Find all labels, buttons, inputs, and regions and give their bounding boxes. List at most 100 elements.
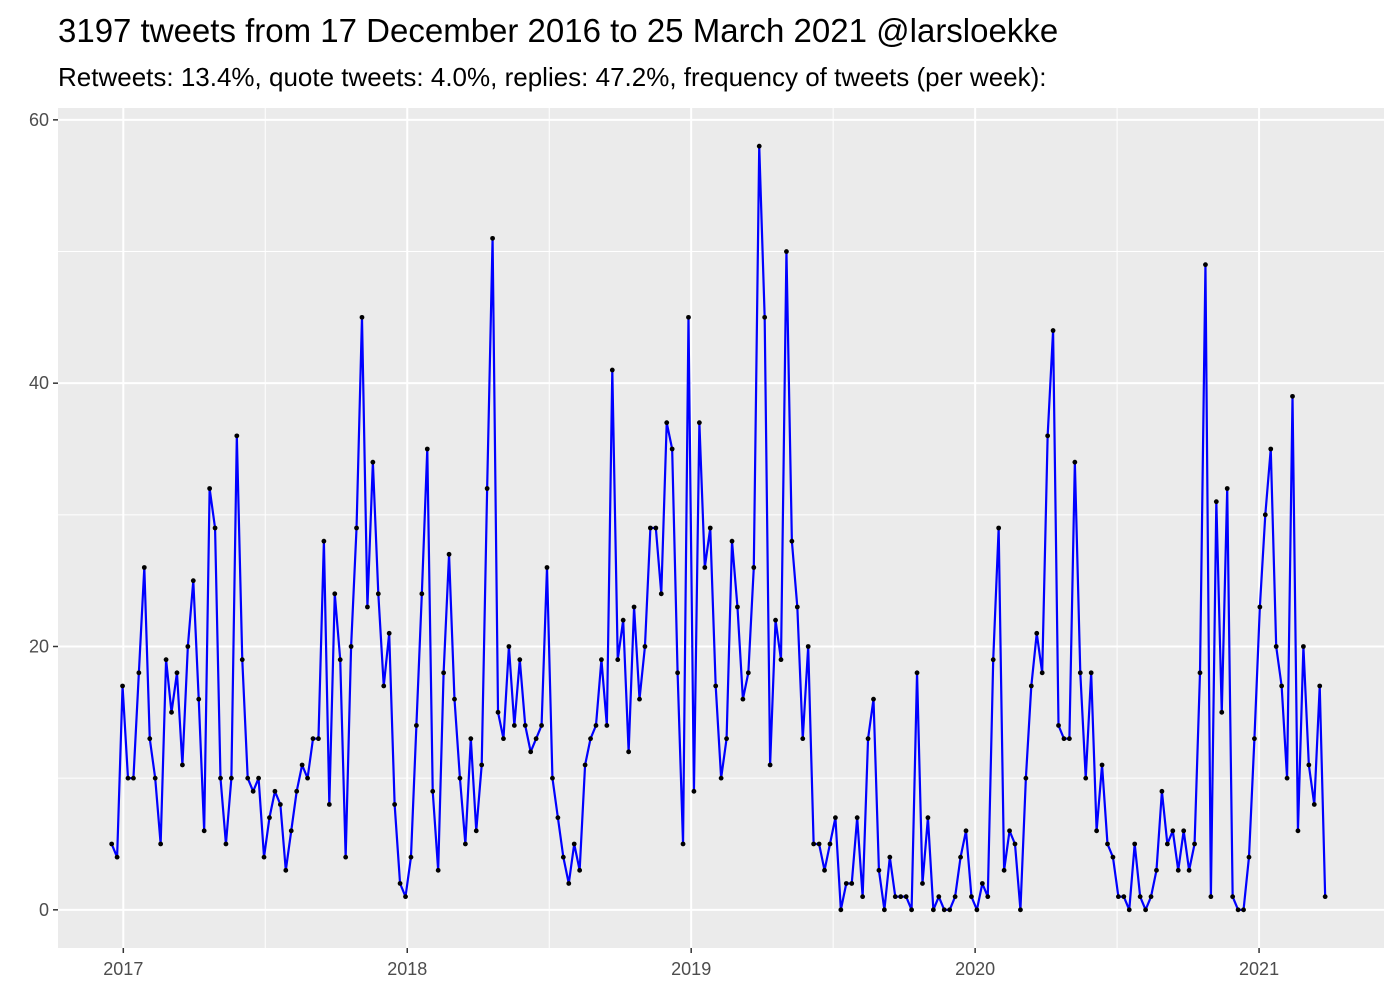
data-point [326,802,332,807]
data-point [370,459,376,465]
data-point [310,736,316,742]
data-point [658,591,664,597]
data-point [359,314,365,320]
data-point [283,867,289,873]
data-point [185,644,191,649]
data-point [501,736,506,742]
data-point [239,657,245,663]
data-point [718,775,724,781]
data-point [468,736,474,742]
data-point [392,802,398,807]
data-point [604,723,610,728]
data-point [419,591,425,597]
y-tick-label: 40 [29,373,49,393]
x-tick-label: 2017 [103,959,143,979]
data-point [511,723,517,728]
data-point [789,538,795,544]
data-point [751,565,757,570]
data-point [305,775,310,781]
data-point [1121,894,1127,900]
data-point [141,565,147,570]
data-point [637,696,642,702]
data-point [1322,894,1328,900]
data-point [1039,670,1045,676]
data-point [941,907,947,913]
data-point [446,551,452,557]
data-point [1186,867,1192,873]
data-point [599,657,604,663]
data-point [174,670,180,676]
data-point [1181,828,1187,834]
data-point [566,881,572,886]
data-point [920,881,925,886]
data-point [838,907,844,913]
data-point [196,696,202,702]
data-point [996,525,1002,531]
data-point [1148,894,1154,900]
data-point [1203,262,1208,268]
data-point [1317,683,1323,689]
data-point [452,696,457,702]
data-point [479,762,485,768]
data-point [1001,867,1007,873]
data-point [729,538,735,544]
data-point [316,736,321,742]
data-point [555,815,561,821]
data-point [1268,446,1274,452]
data-point [827,841,833,847]
data-point [1219,709,1225,715]
data-point [114,854,120,860]
data-point [1056,723,1061,728]
axis-ticks [53,119,1260,953]
data-point [533,736,539,742]
data-point [288,828,294,834]
data-point [724,736,729,742]
data-point [925,815,931,821]
data-point [1159,788,1165,794]
data-point [930,907,936,913]
data-point [120,683,125,689]
data-point [887,854,893,860]
data-point [1224,486,1230,491]
data-point [969,894,974,900]
data-point [343,854,349,860]
data-point [1137,894,1143,900]
data-point [1246,854,1252,860]
y-tick-label: 60 [29,110,49,130]
data-point [800,736,806,742]
data-point [963,828,969,834]
data-point [571,841,577,847]
y-tick-label: 20 [29,636,49,656]
data-point [441,670,447,676]
axis-tick-labels: 0 20 40 60 2017 2018 2019 2020 2021 [29,110,1279,979]
data-point [849,881,855,886]
data-point [1088,670,1094,676]
data-point [735,604,740,610]
y-tick-label: 0 [39,900,49,920]
data-point [985,894,991,900]
data-point [974,907,980,913]
data-point [822,867,827,873]
data-point [871,696,876,702]
data-point [903,894,909,900]
data-point [1083,775,1089,781]
data-point [811,841,817,847]
data-point [332,591,338,597]
data-point [762,314,768,320]
data-point [647,525,653,531]
data-point [833,815,838,821]
data-point [805,644,811,649]
data-point [582,762,588,768]
data-point [1067,736,1072,742]
data-point [653,525,659,531]
data-point [560,854,566,860]
data-point [958,854,963,860]
data-point [1132,841,1138,847]
data-point [473,828,479,834]
data-point [1175,867,1181,873]
x-tick-label: 2018 [387,959,427,979]
data-point [522,723,528,728]
data-point [892,894,898,900]
data-point [593,723,599,728]
